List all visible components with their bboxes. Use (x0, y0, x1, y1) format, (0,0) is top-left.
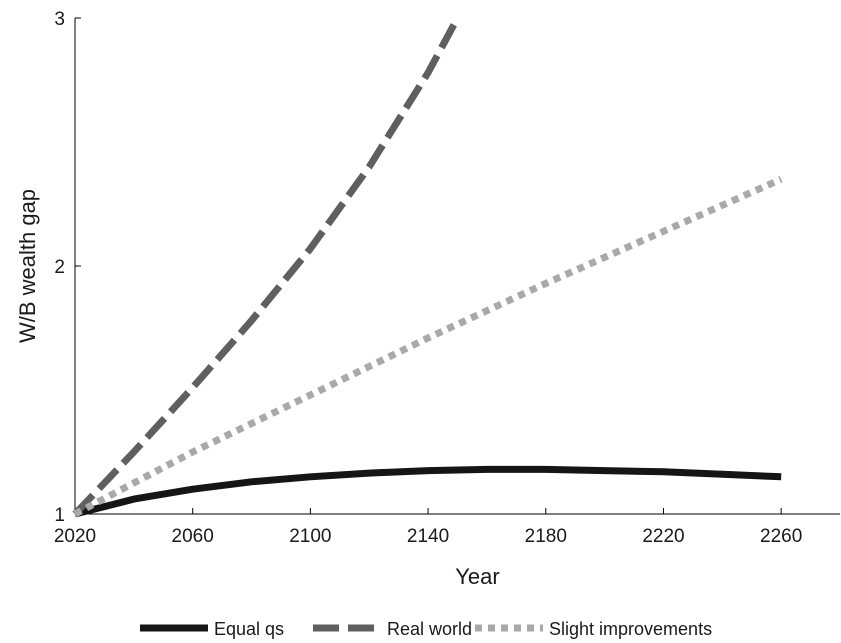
series-line-3 (73, 175, 783, 518)
series-line-2 (72, 16, 461, 517)
x-tick-label: 2020 (54, 526, 96, 547)
x-tick-label: 2180 (525, 526, 567, 547)
y-tick-label: 2 (54, 257, 65, 278)
series-line-1 (74, 465, 782, 518)
y-tick-label: 1 (54, 505, 65, 526)
legend-label-3: Slight improvements (549, 619, 712, 639)
legend: Equal qs Real world Slight improvements (140, 619, 712, 639)
x-tick-label: 2220 (642, 526, 684, 547)
y-tick-label: 3 (54, 9, 65, 30)
axes: 2020 2060 2100 2140 2180 2220 2260 1 2 3 Year W/B w… (15, 9, 840, 589)
series-layer (72, 16, 783, 518)
legend-label-2: Real world (387, 619, 472, 639)
x-tick-label: 2140 (407, 526, 449, 547)
x-tick-label: 2260 (760, 526, 802, 547)
x-axis-title: Year (455, 564, 499, 589)
y-axis-title: W/B wealth gap (15, 189, 40, 343)
legend-label-1: Equal qs (214, 619, 284, 639)
x-tick-label: 2100 (289, 526, 331, 547)
x-tick-label: 2060 (172, 526, 214, 547)
